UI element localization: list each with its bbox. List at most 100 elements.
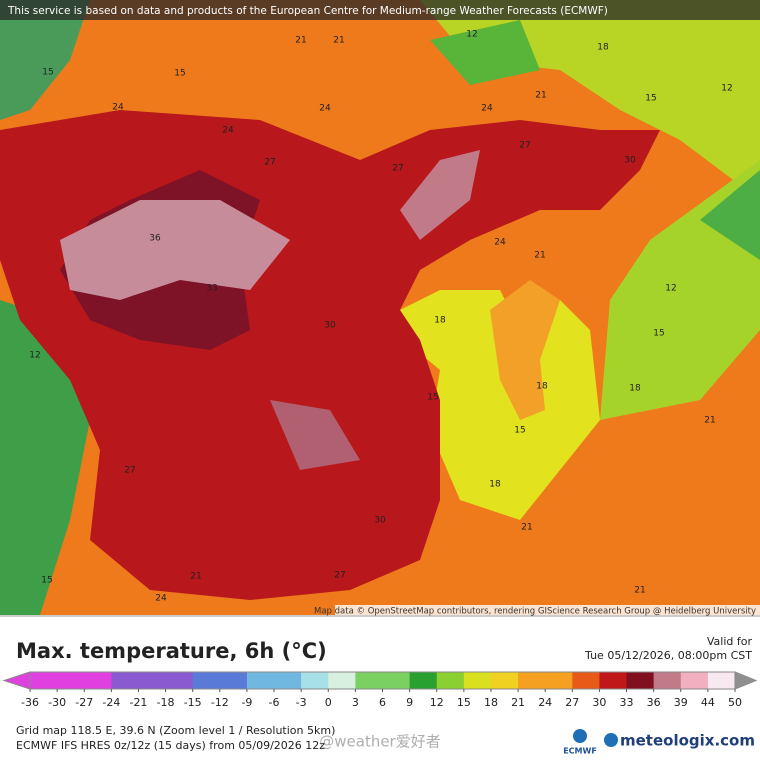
colorbar-cell	[301, 672, 311, 689]
colorbar-cell	[138, 672, 148, 689]
colorbar-tick-label: 0	[325, 696, 332, 709]
colorbar-tick-label: 21	[511, 696, 525, 709]
watermark: @weather爱好者	[319, 733, 440, 751]
colorbar-cell	[328, 672, 338, 689]
contour-label: 27	[392, 164, 403, 174]
contour-label: 15	[427, 393, 438, 403]
colorbar-cell	[590, 672, 600, 689]
korea	[490, 280, 560, 420]
colorbar-tick-label: -6	[269, 696, 280, 709]
colorbar-tick-label: -15	[184, 696, 202, 709]
colorbar-cell	[400, 672, 411, 689]
colorbar-cell	[265, 672, 275, 689]
model-info: ECMWF IFS HRES 0z/12z (15 days) from 05/…	[16, 739, 325, 752]
ecmwf-icon	[573, 729, 587, 743]
banner-bg	[0, 0, 760, 20]
contour-label: 21	[534, 251, 545, 261]
colorbar-cell	[337, 672, 347, 689]
contour-label: 15	[645, 94, 656, 104]
colorbar-cell	[75, 672, 85, 689]
colorbar-tick-label: 6	[379, 696, 386, 709]
colorbar-cell	[111, 672, 121, 689]
colorbar-cell	[210, 672, 221, 689]
contour-label: 24	[319, 104, 331, 114]
colorbar-cell	[463, 672, 474, 689]
colorbar-cell	[581, 672, 591, 689]
colorbar-cell	[472, 672, 483, 689]
colorbar-cell	[490, 672, 501, 689]
contour-label: 24	[155, 594, 167, 604]
colorbar-cell	[698, 672, 709, 689]
colorbar-cell	[319, 672, 329, 689]
colorbar-end	[734, 671, 758, 690]
colorbar-tick-label: 36	[647, 696, 661, 709]
contour-label: 24	[222, 126, 234, 136]
colorbar-cell	[346, 672, 356, 689]
sea-area	[380, 290, 600, 520]
colorbar-cell	[237, 672, 248, 689]
colorbar-cell	[30, 672, 40, 689]
colorbar-cell	[617, 672, 628, 689]
attribution-bg	[335, 605, 760, 616]
colorbar-cell	[292, 672, 302, 689]
valid-label: Valid for	[707, 635, 753, 648]
colorbar-tick-label: 24	[538, 696, 552, 709]
contour-label: 36	[149, 234, 161, 244]
colorbar-cell	[427, 672, 438, 689]
colorbar-cell	[219, 672, 230, 689]
green-area	[0, 300, 90, 615]
contour-label: 27	[334, 571, 345, 581]
colorbar-cell	[66, 672, 76, 689]
colorbar-cell	[635, 672, 646, 689]
colorbar-cell	[436, 672, 447, 689]
contour-label: 33	[206, 284, 217, 294]
colorbar-cell	[373, 672, 383, 689]
colorbar-end	[2, 671, 31, 690]
brand-icon	[604, 733, 618, 747]
contour-label: 21	[295, 36, 306, 46]
colorbar-cell	[409, 672, 420, 689]
colorbar-cell	[129, 672, 139, 689]
contour-label: 15	[174, 69, 185, 79]
colorbar-tick-label: -18	[157, 696, 175, 709]
contour-label: 15	[653, 329, 664, 339]
highland-area	[270, 400, 360, 470]
contour-label: 24	[494, 238, 506, 248]
colorbar-cell	[481, 672, 492, 689]
colorbar-cell	[644, 672, 655, 689]
colorbar-cell	[500, 672, 510, 689]
colorbar-cell	[454, 672, 465, 689]
green-area	[700, 170, 760, 260]
contour-label: 18	[434, 316, 446, 326]
colorbar-cell	[671, 672, 682, 689]
contour-label: 21	[704, 416, 715, 426]
colorbar-cell	[554, 672, 564, 689]
colorbar-tick-label: -36	[21, 696, 39, 709]
contour-label: 24	[481, 104, 493, 114]
colorbar-cell	[283, 672, 293, 689]
colorbar: -36 -30 -27 -24 -21 -18 -15 -12 -9 -6 -3 0 3 6 9 12 15 18…	[2, 671, 758, 709]
colorbar-cell	[725, 672, 736, 689]
contour-label: 21	[535, 91, 546, 101]
colorbar-cell	[572, 672, 582, 689]
contour-label: 15	[41, 576, 52, 586]
colorbar-cell	[274, 672, 284, 689]
colorbar-cell	[165, 672, 176, 689]
colorbar-cell	[662, 672, 673, 689]
colorbar-cell	[39, 672, 49, 689]
colorbar-cell	[509, 672, 519, 689]
colorbar-tick-label: -30	[48, 696, 66, 709]
colorbar-cell	[382, 672, 393, 689]
colorbar-cell	[355, 672, 365, 689]
highland-area	[60, 200, 290, 300]
colorbar-tick-label: -27	[75, 696, 93, 709]
contour-label: 15	[514, 426, 525, 436]
colorbar-cell	[716, 672, 727, 689]
colorbar-cell	[48, 672, 58, 689]
colorbar-cell	[102, 672, 112, 689]
contour-label: 12	[721, 84, 732, 94]
colorbar-cell	[707, 672, 718, 689]
contour-label: 12	[29, 351, 40, 361]
colorbar-tick-label: 12	[430, 696, 444, 709]
colorbar-tick-label: 30	[592, 696, 606, 709]
